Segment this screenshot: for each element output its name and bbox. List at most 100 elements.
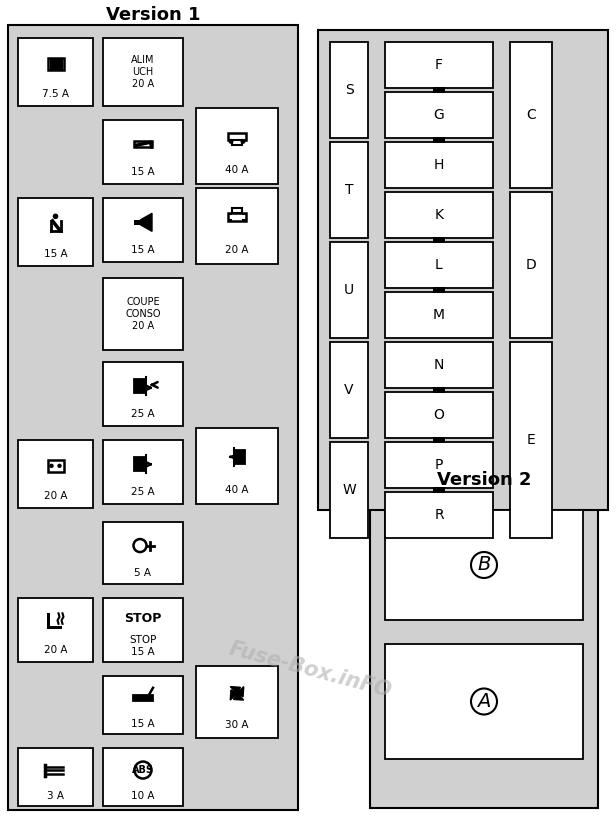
Circle shape (240, 139, 246, 144)
Bar (318, 30, 608, 510)
Bar (103, 748, 183, 806)
Bar (385, 510, 583, 620)
Text: H: H (434, 158, 444, 172)
Bar (103, 598, 183, 662)
Bar (232, 141, 242, 145)
Bar (103, 676, 183, 734)
Bar (18, 598, 93, 662)
Bar (103, 440, 183, 504)
Circle shape (229, 139, 233, 144)
Bar (385, 42, 493, 88)
Text: 20 A: 20 A (44, 646, 67, 656)
Polygon shape (230, 690, 237, 700)
Bar (330, 242, 368, 338)
Bar (242, 219, 246, 221)
Bar (47, 58, 63, 70)
Text: Fuse-Box.inFO: Fuse-Box.inFO (226, 639, 394, 701)
Bar (242, 213, 246, 215)
Text: 15 A: 15 A (44, 249, 67, 259)
Bar (103, 278, 183, 350)
Text: D: D (525, 258, 537, 272)
Text: C: C (526, 108, 536, 122)
Bar (433, 87, 445, 93)
Bar (385, 142, 493, 188)
Bar (46, 626, 62, 629)
Text: 15 A: 15 A (131, 719, 155, 729)
Text: 20 A: 20 A (225, 245, 249, 255)
Bar (385, 442, 493, 488)
Bar (433, 287, 445, 293)
Text: Version 2: Version 2 (437, 471, 531, 489)
Polygon shape (140, 213, 152, 231)
Bar (385, 292, 493, 338)
Bar (196, 108, 278, 184)
Bar (8, 25, 298, 810)
Bar (103, 198, 183, 262)
Bar (18, 748, 93, 806)
Bar (196, 188, 278, 264)
Bar (232, 208, 242, 213)
Text: O: O (434, 408, 444, 422)
Text: U: U (344, 283, 354, 297)
Bar (433, 437, 445, 443)
Text: ABS: ABS (132, 765, 154, 775)
Bar (18, 38, 93, 106)
Text: F: F (435, 58, 443, 72)
Bar (385, 342, 493, 388)
Bar (433, 137, 445, 143)
Text: 7.5 A: 7.5 A (42, 89, 69, 99)
Text: 10 A: 10 A (131, 790, 155, 800)
Text: L: L (435, 258, 443, 272)
Text: COUPE
CONSO
20 A: COUPE CONSO 20 A (125, 297, 161, 330)
Text: K: K (434, 208, 444, 222)
Bar (196, 428, 278, 504)
Bar (196, 666, 278, 738)
Bar (228, 213, 246, 221)
Text: STOP
15 A: STOP 15 A (129, 635, 156, 656)
Bar (103, 120, 183, 184)
Bar (228, 133, 246, 141)
Circle shape (49, 463, 54, 468)
Bar (228, 213, 232, 215)
Polygon shape (233, 693, 244, 700)
Bar (228, 219, 232, 221)
Text: R: R (434, 508, 444, 522)
Bar (134, 379, 145, 394)
Text: 25 A: 25 A (131, 409, 155, 419)
Text: Version 1: Version 1 (106, 6, 200, 24)
Bar (134, 141, 152, 147)
Bar (47, 460, 63, 472)
Bar (385, 644, 583, 759)
Bar (385, 192, 493, 238)
Text: 15 A: 15 A (131, 167, 155, 177)
Bar (433, 387, 445, 393)
Bar (510, 42, 552, 188)
Bar (385, 242, 493, 288)
Text: M: M (433, 308, 445, 322)
Circle shape (57, 463, 62, 468)
Text: 40 A: 40 A (225, 166, 249, 176)
Bar (46, 613, 50, 628)
Bar (18, 440, 93, 508)
Bar (18, 198, 93, 266)
Text: W: W (342, 483, 356, 497)
Bar (433, 237, 445, 243)
Text: 3 A: 3 A (47, 790, 64, 800)
Text: 5 A: 5 A (134, 567, 152, 578)
Text: V: V (344, 383, 354, 397)
Text: 15 A: 15 A (131, 245, 155, 255)
Text: 20 A: 20 A (44, 491, 67, 501)
Bar (133, 695, 153, 701)
Polygon shape (237, 686, 244, 697)
Bar (330, 442, 368, 538)
Bar (330, 342, 368, 438)
Bar (330, 142, 368, 238)
Bar (510, 342, 552, 538)
Text: P: P (435, 458, 443, 472)
Circle shape (53, 214, 59, 219)
Text: 25 A: 25 A (131, 488, 155, 498)
Text: ALIM
UCH
20 A: ALIM UCH 20 A (131, 56, 155, 88)
Text: N: N (434, 358, 444, 372)
Bar (134, 458, 145, 471)
Bar (510, 192, 552, 338)
